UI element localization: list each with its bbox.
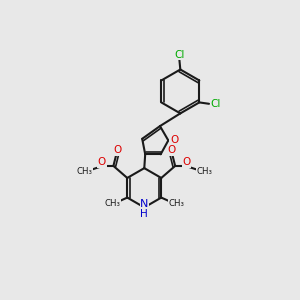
Text: N: N: [140, 200, 148, 209]
Text: O: O: [170, 135, 178, 145]
Text: O: O: [98, 158, 106, 167]
Text: H: H: [140, 209, 148, 219]
Text: CH₃: CH₃: [168, 199, 184, 208]
Text: O: O: [113, 145, 121, 155]
Text: CH₃: CH₃: [196, 167, 212, 176]
Text: O: O: [183, 158, 191, 167]
Text: O: O: [167, 145, 175, 155]
Text: Cl: Cl: [174, 50, 184, 60]
Text: Cl: Cl: [210, 99, 221, 109]
Text: CH₃: CH₃: [104, 199, 120, 208]
Text: CH₃: CH₃: [76, 167, 92, 176]
